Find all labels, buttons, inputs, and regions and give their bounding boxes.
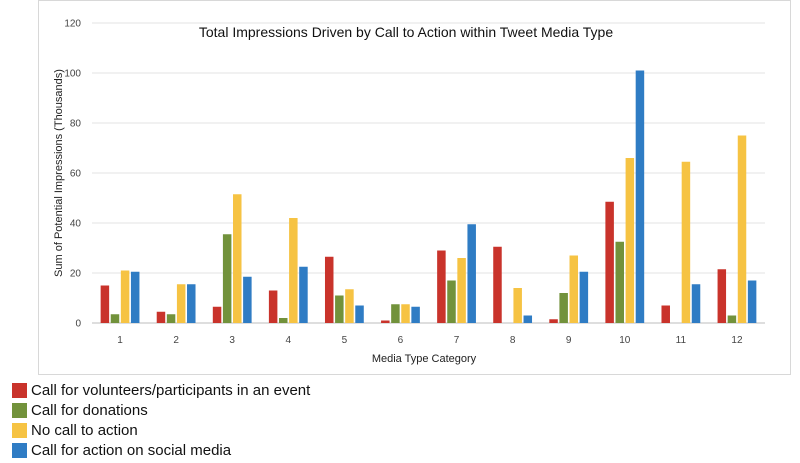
legend-item-volunteers: Call for volunteers/participants in an e…: [12, 380, 310, 400]
bar: [513, 288, 522, 323]
bar: [411, 306, 420, 323]
legend-item-no-action: No call to action: [12, 420, 310, 440]
bar: [299, 266, 308, 323]
bar: [559, 293, 568, 323]
bar: [523, 315, 533, 323]
y-tick-label: 120: [64, 19, 81, 30]
bar: [156, 311, 166, 323]
x-tick-label: 8: [510, 335, 516, 346]
bar: [391, 304, 400, 323]
x-axis-title: Media Type Category: [372, 353, 477, 365]
bar: [212, 306, 222, 323]
bar: [187, 284, 196, 323]
y-tick-label: 100: [64, 69, 81, 80]
legend-item-donations: Call for donations: [12, 400, 310, 420]
legend-label: No call to action: [31, 421, 138, 439]
bars: [100, 70, 757, 323]
bar: [120, 270, 130, 323]
y-axis-title: Sum of Potential Impressions (Thousands): [53, 69, 65, 277]
bar: [457, 258, 466, 323]
bar: [625, 158, 635, 323]
chart-title: Total Impressions Driven by Call to Acti…: [199, 24, 613, 40]
bar: [243, 276, 252, 323]
bar: [737, 135, 747, 323]
bar: [437, 250, 446, 323]
bar: [635, 70, 645, 323]
x-tick-label: 6: [398, 335, 404, 346]
bar: [100, 285, 110, 323]
legend-item-social-media: Call for action on social media: [12, 440, 310, 460]
legend-swatch: [12, 422, 27, 438]
y-tick-label: 80: [70, 119, 82, 130]
x-tick-label: 7: [454, 335, 460, 346]
x-tick-label: 10: [619, 335, 631, 346]
bar: [268, 290, 278, 323]
bar: [345, 289, 354, 323]
bar: [549, 319, 558, 323]
bar: [467, 224, 476, 323]
bar: [166, 314, 176, 323]
bar: [691, 284, 701, 323]
bar: [727, 315, 737, 323]
gridlines: [92, 22, 765, 324]
bar: [110, 314, 120, 323]
legend-label: Call for action on social media: [31, 441, 232, 459]
x-tick-label: 2: [173, 335, 179, 346]
y-tick-label: 60: [70, 169, 82, 180]
bar: [681, 161, 691, 323]
x-tick-label: 9: [566, 335, 572, 346]
bar: [176, 284, 186, 323]
bar: [661, 305, 670, 323]
legend: Call for volunteers/participants in an e…: [12, 380, 310, 460]
legend-swatch: [12, 402, 27, 418]
chart-frame: 1 2 3 4 5 6 7 8 9 10 11 12 0 20 40 60 80 100 120 Total Im…: [38, 0, 791, 375]
legend-swatch: [12, 382, 27, 398]
bar: [233, 194, 242, 323]
x-tick-label: 3: [229, 335, 235, 346]
bar: [222, 234, 232, 323]
bar: [381, 320, 390, 323]
x-tick-labels: 1 2 3 4 5 6 7 8 9 10 11 12: [117, 335, 743, 346]
bar: [130, 271, 140, 323]
x-tick-label: 1: [117, 335, 123, 346]
x-tick-label: 12: [731, 335, 743, 346]
y-tick-labels: 0 20 40 60 80 100 120: [64, 19, 81, 330]
bar: [401, 304, 410, 323]
bar: [605, 201, 614, 323]
y-tick-label: 0: [75, 319, 81, 330]
bar: [579, 271, 589, 323]
bar: [324, 256, 334, 323]
legend-label: Call for volunteers/participants in an e…: [31, 381, 311, 399]
bar: [278, 318, 288, 323]
bar: [289, 218, 298, 323]
legend-label: Call for donations: [31, 401, 148, 419]
x-tick-label: 5: [342, 335, 348, 346]
legend-swatch: [12, 442, 27, 458]
y-tick-label: 40: [70, 219, 82, 230]
bar: [493, 246, 502, 323]
bar: [569, 255, 579, 323]
bar: [447, 280, 456, 323]
x-tick-label: 11: [676, 335, 687, 346]
x-tick-label: 4: [286, 335, 292, 346]
y-tick-label: 20: [70, 269, 82, 280]
bar: [747, 280, 757, 323]
bar: [615, 241, 624, 323]
bar: [335, 295, 344, 323]
bar: [355, 305, 364, 323]
bar: [717, 269, 727, 323]
